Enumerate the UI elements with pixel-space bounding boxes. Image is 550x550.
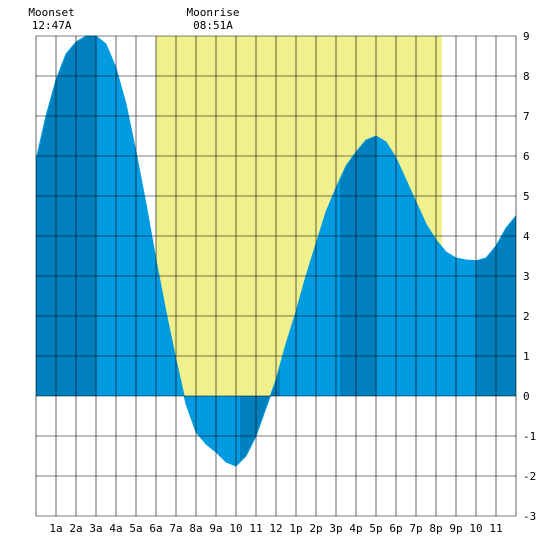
x-tick-label: 5p [369,522,382,535]
x-tick-label: 5a [129,522,142,535]
y-tick-label: -2 [523,470,536,483]
x-tick-label: 1a [49,522,62,535]
x-tick-label: 10 [229,522,242,535]
y-tick-label: -1 [523,430,536,443]
moon-event-label: Moonset [28,6,74,19]
x-tick-label: 8p [429,522,442,535]
x-tick-label: 10 [469,522,482,535]
x-tick-label: 6a [149,522,162,535]
x-tick-label: 1p [289,522,302,535]
y-tick-label: 2 [523,310,530,323]
y-tick-label: 8 [523,70,530,83]
moon-event-time: 12:47A [32,19,72,32]
y-tick-label: 4 [523,230,530,243]
y-tick-label: 7 [523,110,530,123]
x-tick-label: 4a [109,522,122,535]
y-tick-label: 1 [523,350,530,363]
y-tick-label: 3 [523,270,530,283]
moon-event-time: 08:51A [193,19,233,32]
x-tick-label: 3a [89,522,102,535]
x-tick-label: 11 [249,522,262,535]
x-tick-label: 7p [409,522,422,535]
x-tick-label: 4p [349,522,362,535]
x-tick-label: 3p [329,522,342,535]
y-tick-label: 6 [523,150,530,163]
x-tick-label: 6p [389,522,402,535]
y-tick-label: 9 [523,30,530,43]
moon-event-label: Moonrise [187,6,240,19]
y-tick-label: -3 [523,510,536,523]
x-tick-label: 11 [489,522,502,535]
x-tick-label: 8a [189,522,202,535]
x-tick-label: 9p [449,522,462,535]
y-tick-label: 0 [523,390,530,403]
x-tick-label: 12 [269,522,282,535]
x-tick-label: 9a [209,522,222,535]
x-tick-label: 2a [69,522,82,535]
x-tick-label: 2p [309,522,322,535]
y-tick-label: 5 [523,190,530,203]
x-tick-label: 7a [169,522,182,535]
